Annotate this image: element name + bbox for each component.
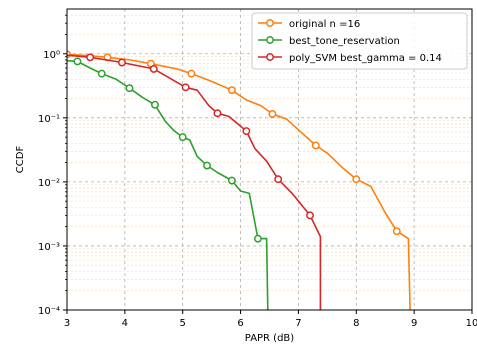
series-line-1 <box>67 59 269 310</box>
series-point-1 <box>150 100 159 109</box>
y-tick-label: 10⁻⁴ <box>38 306 60 317</box>
series-point-1 <box>203 161 211 170</box>
plot-frame <box>66 8 473 311</box>
x-tick-label: 7 <box>295 318 301 329</box>
x-tick-label: 10 <box>466 318 477 329</box>
series-point-1 <box>253 234 262 243</box>
legend-label-0: original n =16 <box>289 19 360 30</box>
series-line-2 <box>67 54 322 310</box>
series-point-2 <box>213 109 222 118</box>
series-point-2 <box>181 83 190 92</box>
series-point-0 <box>311 141 320 150</box>
y-tick-label: 10⁰ <box>43 50 60 61</box>
y-tick-label: 10⁻¹ <box>38 114 60 125</box>
x-tick-label: 4 <box>122 318 128 329</box>
legend: original n =16 best_tone_reservation poly_… <box>251 12 468 70</box>
legend-box <box>251 12 468 70</box>
series-point-2 <box>149 64 158 73</box>
series-point-0 <box>227 86 236 95</box>
x-tick-label: 6 <box>237 318 243 329</box>
series-point-1 <box>178 133 187 142</box>
x-tick-label: 9 <box>411 318 417 329</box>
y-tick-label: 10⁻² <box>38 178 60 189</box>
series-point-0 <box>352 175 361 184</box>
y-tick-label: 10⁻³ <box>38 242 60 253</box>
x-tick-label: 8 <box>353 318 359 329</box>
series-point-0 <box>187 69 196 78</box>
legend-marker-1 <box>266 36 274 44</box>
series-point-2 <box>242 127 251 136</box>
series-lines <box>67 50 411 310</box>
x-axis-ticks: 3 4 5 6 7 8 9 10 <box>64 310 477 329</box>
series-point-2 <box>274 175 283 184</box>
series-point-0 <box>392 227 401 236</box>
legend-marker-0 <box>266 19 274 27</box>
series-point-0 <box>268 109 277 118</box>
legend-marker-2 <box>266 53 274 61</box>
legend-label-2: poly_SVM best_gamma = 0.14 <box>289 53 442 64</box>
series-point-1 <box>125 84 134 93</box>
y-axis-ticks: 10⁻⁴ 10⁻³ 10⁻² 10⁻¹ 10⁰ <box>38 14 67 317</box>
legend-label-1: best_tone_reservation <box>289 36 400 47</box>
series-point-1 <box>73 57 82 66</box>
series-point-1 <box>227 176 236 185</box>
y-axis-label: CCDF <box>15 146 26 174</box>
x-axis-label: PAPR (dB) <box>245 333 294 344</box>
x-tick-label: 3 <box>64 318 70 329</box>
x-tick-label: 5 <box>180 318 186 329</box>
series-point-2 <box>118 58 126 67</box>
series-point-2 <box>86 53 95 62</box>
series-point-2 <box>306 211 314 220</box>
series-point-1 <box>97 69 106 78</box>
